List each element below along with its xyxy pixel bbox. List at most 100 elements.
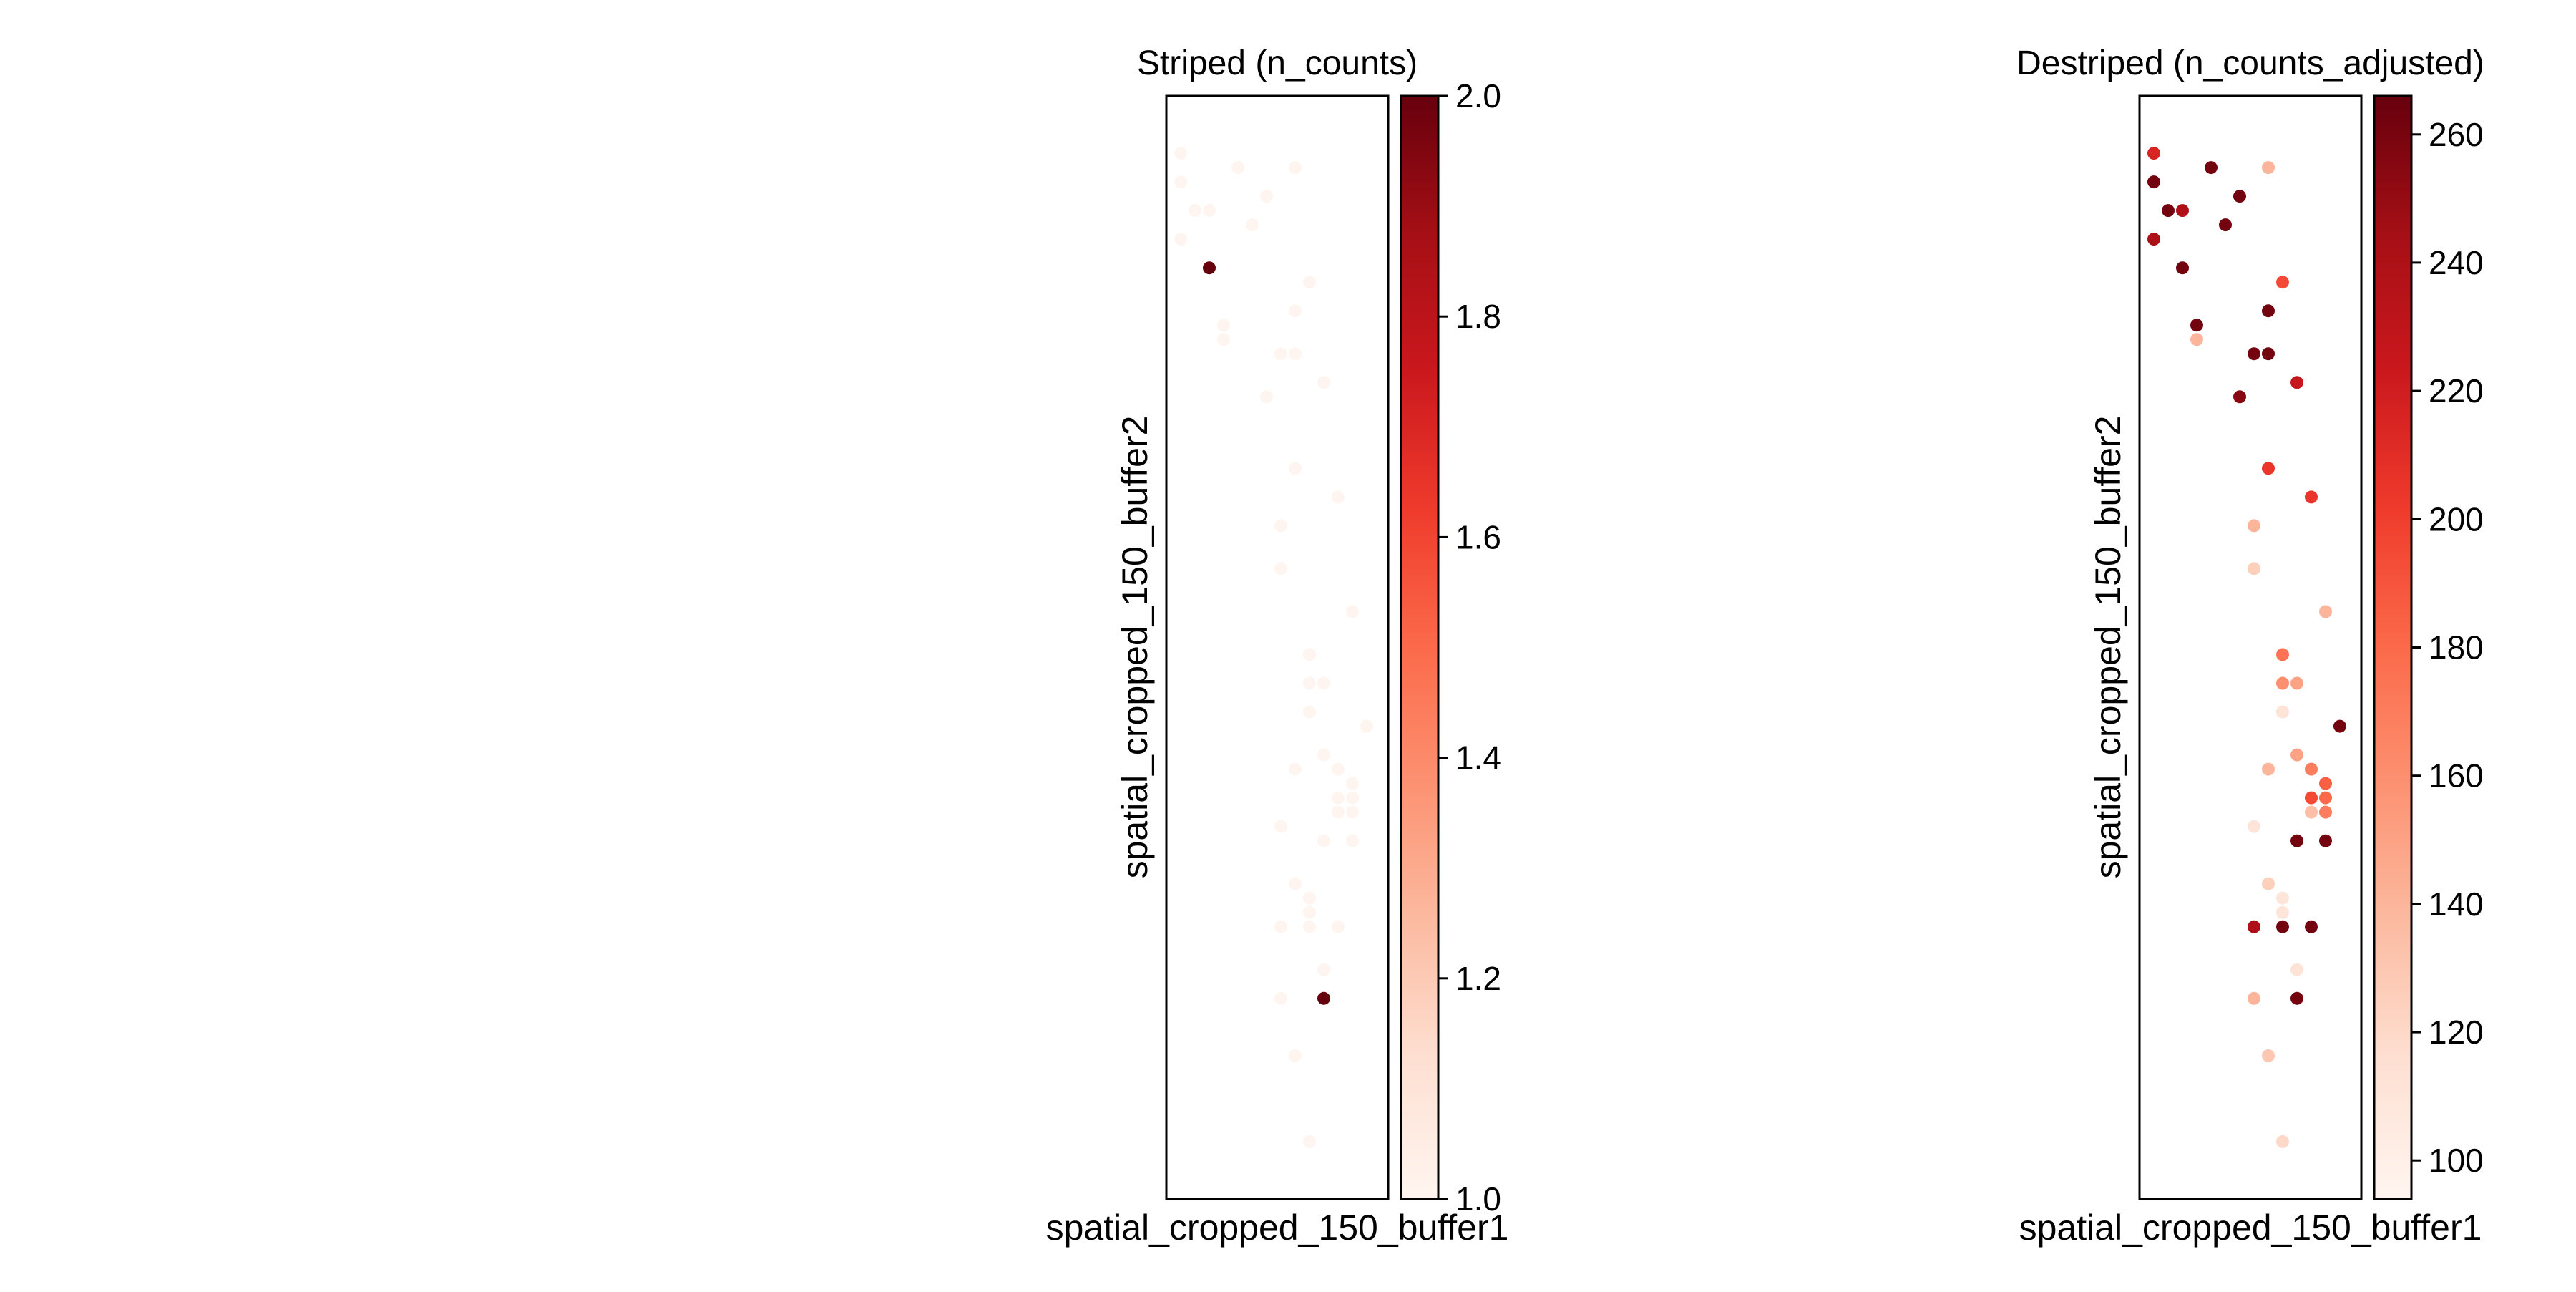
scatter-point <box>1289 462 1302 475</box>
scatter-point <box>2276 276 2289 289</box>
scatter-point <box>1289 762 1302 776</box>
scatter-point <box>1289 304 1302 318</box>
colorbar-tick-label: 160 <box>2429 757 2484 795</box>
colorbar-ticks: 100 120 140 160 180 200 220 240 260 <box>2411 116 2484 1179</box>
scatter-point <box>1203 204 1216 218</box>
scatter-point <box>2319 834 2332 847</box>
scatter-point <box>1260 190 1273 203</box>
scatter-point <box>2147 175 2160 189</box>
scatter-point <box>1303 905 1316 919</box>
scatter-point <box>2276 1135 2289 1148</box>
scatter-point <box>1346 834 1359 847</box>
plot-frame <box>2138 94 2363 1200</box>
x-axis-label: spatial_cropped_150_buffer1 <box>2019 1208 2482 1248</box>
scatter-point <box>1274 991 1287 1005</box>
scatter-point <box>1303 891 1316 905</box>
scatter-point <box>2262 347 2275 361</box>
scatter-point <box>2262 1049 2275 1062</box>
scatter-points <box>2147 147 2346 1148</box>
colorbar <box>1400 94 1440 1200</box>
scatter-point <box>2305 490 2318 504</box>
scatter-point <box>2290 963 2303 976</box>
scatter-point <box>1317 748 1330 762</box>
scatter-point <box>1217 333 1230 346</box>
scatter-point <box>2248 920 2260 933</box>
scatter-point <box>2262 462 2275 475</box>
scatter-point <box>1303 676 1316 690</box>
scatter-point <box>1274 519 1287 533</box>
scatter-point <box>1289 877 1302 890</box>
scatter-point <box>1217 319 1230 332</box>
scatter-point <box>2190 333 2203 346</box>
scatter-point <box>2248 820 2260 833</box>
scatter-point <box>2248 562 2260 575</box>
colorbar-tick-label: 260 <box>2429 116 2484 153</box>
colorbar-ticks: 1.0 1.2 1.4 1.6 1.8 2.0 <box>1438 77 1501 1218</box>
scatter-point <box>1289 347 1302 361</box>
scatter-point <box>1317 963 1330 976</box>
scatter-point <box>1274 920 1287 933</box>
scatter-point <box>1360 719 1373 733</box>
colorbar-tick-label: 1.2 <box>1455 960 1501 997</box>
panel-title: Destriped (n_counts_adjusted) <box>2016 44 2484 82</box>
scatter-point <box>1303 920 1316 933</box>
scatter-point <box>1274 347 1287 361</box>
scatter-point <box>2262 762 2275 776</box>
scatter-point <box>1174 175 1187 189</box>
scatter-point <box>1203 261 1216 275</box>
scatter-point <box>1332 762 1345 776</box>
scatter-point <box>1246 218 1259 232</box>
scatter-point <box>2305 762 2318 776</box>
colorbar-tick-label: 180 <box>2429 629 2484 666</box>
scatter-point <box>2262 877 2275 890</box>
scatter-point <box>1332 920 1345 933</box>
scatter-point <box>2176 261 2189 275</box>
colorbar-tick-label: 1.6 <box>1455 518 1501 555</box>
scatter-point <box>1332 805 1345 819</box>
scatter-point <box>2319 777 2332 790</box>
scatter-point <box>1303 1135 1316 1148</box>
scatter-point <box>2290 748 2303 762</box>
scatter-point <box>1346 777 1359 790</box>
colorbar-gradient <box>2373 94 2413 1200</box>
scatter-point <box>1274 562 1287 575</box>
scatter-point <box>2248 347 2260 361</box>
scatter-point <box>1346 791 1359 805</box>
y-axis-label: spatial_cropped_150_buffer2 <box>1115 416 1155 879</box>
scatter-point <box>2305 805 2318 819</box>
scatter-point <box>2190 319 2203 332</box>
scatter-point <box>2305 920 2318 933</box>
scatter-point <box>1317 376 1330 389</box>
scatter-point <box>2290 991 2303 1005</box>
scatter-point <box>1303 705 1316 719</box>
scatter-point <box>2319 805 2332 819</box>
scatter-point <box>2276 705 2289 719</box>
scatter-point <box>2233 190 2246 203</box>
scatter-point <box>1317 991 1330 1005</box>
colorbar <box>2373 94 2413 1200</box>
scatter-point <box>1189 204 1201 218</box>
scatter-point <box>2147 233 2160 246</box>
scatter-point <box>2276 676 2289 690</box>
scatter-point <box>2162 204 2175 218</box>
panel-destriped: Destriped (n_counts_adjusted) spatial_cr… <box>2016 44 2484 1248</box>
colorbar-gradient <box>1400 94 1440 1200</box>
colorbar-tick-label: 200 <box>2429 500 2484 538</box>
scatter-point <box>1346 805 1359 819</box>
scatter-point <box>2290 676 2303 690</box>
scatter-point <box>2319 791 2332 805</box>
scatter-point <box>1332 791 1345 805</box>
colorbar-tick-label: 240 <box>2429 244 2484 281</box>
panel-striped: Striped (n_counts) spatial_cropped_150_b… <box>1046 44 1509 1248</box>
scatter-point <box>2176 204 2189 218</box>
scatter-point <box>2205 161 2218 175</box>
scatter-point <box>2248 991 2260 1005</box>
scatter-point <box>2276 905 2289 919</box>
scatter-point <box>1346 605 1359 618</box>
colorbar-tick-label: 1.8 <box>1455 298 1501 335</box>
scatter-point <box>1174 233 1187 246</box>
scatter-point <box>1274 820 1287 833</box>
scatter-point <box>1332 490 1345 504</box>
scatter-point <box>1289 161 1302 175</box>
